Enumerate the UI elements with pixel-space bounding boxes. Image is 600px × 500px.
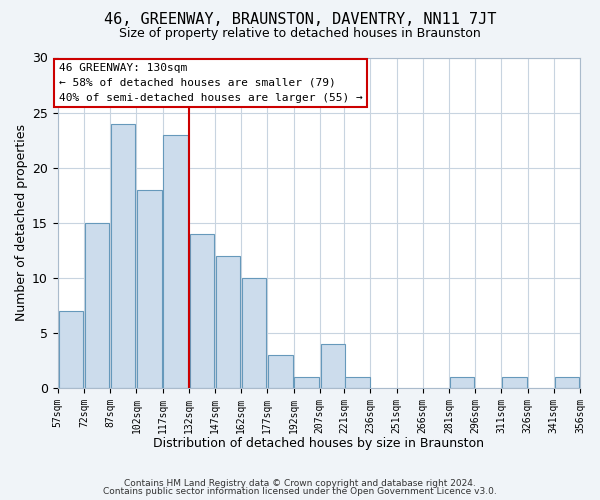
Bar — [137, 190, 161, 388]
Bar — [295, 377, 319, 388]
Text: Contains public sector information licensed under the Open Government Licence v3: Contains public sector information licen… — [103, 487, 497, 496]
X-axis label: Distribution of detached houses by size in Braunston: Distribution of detached houses by size … — [154, 437, 484, 450]
Bar — [216, 256, 240, 388]
Bar — [345, 377, 370, 388]
Bar — [554, 377, 579, 388]
Bar — [268, 355, 293, 388]
Bar — [450, 377, 475, 388]
Text: Contains HM Land Registry data © Crown copyright and database right 2024.: Contains HM Land Registry data © Crown c… — [124, 478, 476, 488]
Bar — [190, 234, 214, 388]
Bar — [59, 311, 83, 388]
Text: Size of property relative to detached houses in Braunston: Size of property relative to detached ho… — [119, 28, 481, 40]
Bar — [111, 124, 136, 388]
Text: 46, GREENWAY, BRAUNSTON, DAVENTRY, NN11 7JT: 46, GREENWAY, BRAUNSTON, DAVENTRY, NN11 … — [104, 12, 496, 28]
Bar — [502, 377, 527, 388]
Text: 46 GREENWAY: 130sqm
← 58% of detached houses are smaller (79)
40% of semi-detach: 46 GREENWAY: 130sqm ← 58% of detached ho… — [59, 63, 362, 102]
Bar — [85, 222, 109, 388]
Bar — [163, 134, 188, 388]
Y-axis label: Number of detached properties: Number of detached properties — [15, 124, 28, 321]
Bar — [242, 278, 266, 388]
Bar — [320, 344, 345, 388]
